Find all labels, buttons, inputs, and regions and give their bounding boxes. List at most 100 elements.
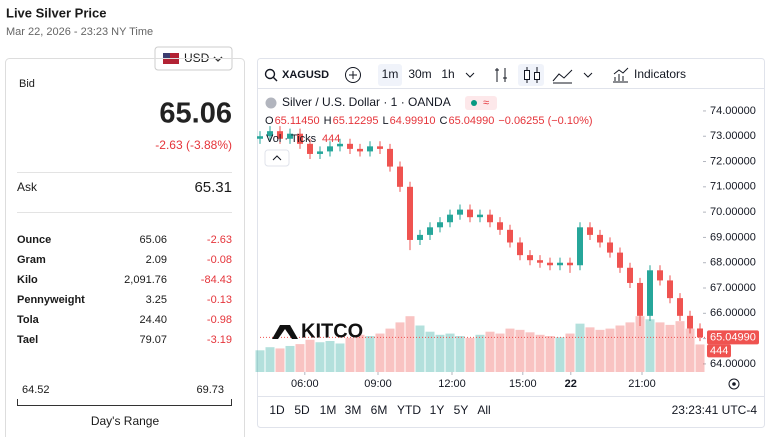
logo-mark [272,325,298,339]
symbol[interactable]: XAGUSD [282,69,329,81]
compare-button[interactable] [345,67,361,83]
candle-body [637,282,643,316]
last-price-tag [707,330,759,345]
unit-price: 79.07 [139,334,167,346]
unit-price: 65.06 [139,234,167,246]
volume-label: Vol · Ticks [266,133,317,145]
unit-price: 3.25 [146,294,167,306]
ask-label: Ask [17,180,38,194]
unit-change: -0.13 [207,294,232,306]
interval[interactable]: 1m [382,67,399,81]
interval-active-bg [378,64,402,86]
unit-name: Pennyweight [17,294,85,306]
interval[interactable]: 1h [441,67,454,81]
indicators-icon [613,67,629,83]
volume-bar [615,325,625,372]
volume-bar [495,333,505,372]
candle-body [677,298,683,316]
volume-bar [475,334,485,372]
volume-bar [335,343,345,372]
chart-legend: Silver / U.S. Dollar · 1 · OANDA ≈ O 65.1… [264,95,593,167]
range-high: 69.73 [196,384,224,396]
indicators-button[interactable]: Indicators [634,67,686,81]
search-icon[interactable] [264,68,276,80]
settings-icon[interactable] [728,378,740,390]
volume-bar [685,328,695,372]
unit-price: 2.09 [146,254,167,266]
chevron[interactable] [465,72,475,78]
candle-body [387,148,393,167]
range-button[interactable]: All [477,403,490,417]
volume-bar [505,328,515,372]
range-button[interactable]: 5Y [454,403,469,417]
volume-bar [485,331,495,372]
candle-body [357,148,363,152]
volume-bar [305,339,315,372]
y-tick-label: 66.00000 [710,307,756,319]
candle-body [497,222,503,230]
volume-bar [375,333,385,372]
kitco-logo: KITCO [272,320,363,342]
candle-body [347,143,353,149]
collapse-button[interactable] [264,149,290,167]
candle-body [457,209,463,215]
candle-body [687,315,693,329]
last-price-label: 65.04990 [710,331,756,343]
unit-name: Tael [17,334,38,346]
clock: 23:23:41 UTC-4 [672,403,758,417]
range-button[interactable]: 3M [345,403,362,417]
range-button[interactable]: 1Y [430,403,445,417]
candle-body [567,262,573,266]
range-button[interactable]: YTD [397,403,421,417]
symbol-logo [265,97,277,109]
volume-bar [425,331,435,372]
volume-bar [645,319,655,372]
range-button[interactable]: 5D [294,403,310,417]
last-volume-label: 444 [710,345,728,357]
candle-body [597,234,603,243]
volume-bar [355,334,365,372]
interval[interactable]: 30m [408,67,431,81]
volume-bar [325,341,335,372]
volume-bar [465,337,475,372]
time-axis-settings[interactable] [728,378,740,390]
market-open-dot [471,100,477,106]
range-low: 64.52 [22,384,50,396]
candle-body [587,227,593,235]
range-button[interactable]: 6M [371,403,388,417]
last-volume-tag [707,344,731,358]
area-icon[interactable] [552,69,573,84]
volume-bar [255,350,265,372]
range-label: Day's Range [91,414,160,428]
chevron[interactable] [583,72,593,78]
ohlc-key: L [382,115,388,127]
volume-bar [575,323,585,372]
volume-bar [365,336,375,372]
unit-name: Kilo [17,274,38,286]
candle-body [627,267,633,283]
candle-body [267,131,273,137]
volume-bar [295,344,305,372]
y-tick-label: 73.00000 [710,130,756,142]
volume-bar [655,322,665,372]
bar-style-icon[interactable] [495,68,507,82]
unit-table: Ounce 65.06 -2.63 Gram 2.09 -0.08 Kilo 2,091.76… [17,234,232,346]
candle-body [447,214,453,223]
candle-body [507,229,513,243]
y-tick-label: 69.00000 [710,231,756,243]
candles-icon[interactable] [524,70,530,80]
x-tick-label: 06:00 [291,378,319,390]
candle-body [407,186,413,240]
range-button[interactable]: 1M [320,403,337,417]
volume-bar [625,322,635,372]
volume-bar [595,329,605,372]
volume-bar [565,333,575,372]
y-tick-label: 74.00000 [710,105,756,117]
candle-body [317,151,323,154]
search-icon-handle [273,77,278,82]
candle-body [517,242,523,256]
volume-bar [635,316,645,372]
range-button[interactable]: 1D [269,403,285,417]
x-tick-label: 21:00 [628,378,656,390]
candle-body [437,222,443,228]
